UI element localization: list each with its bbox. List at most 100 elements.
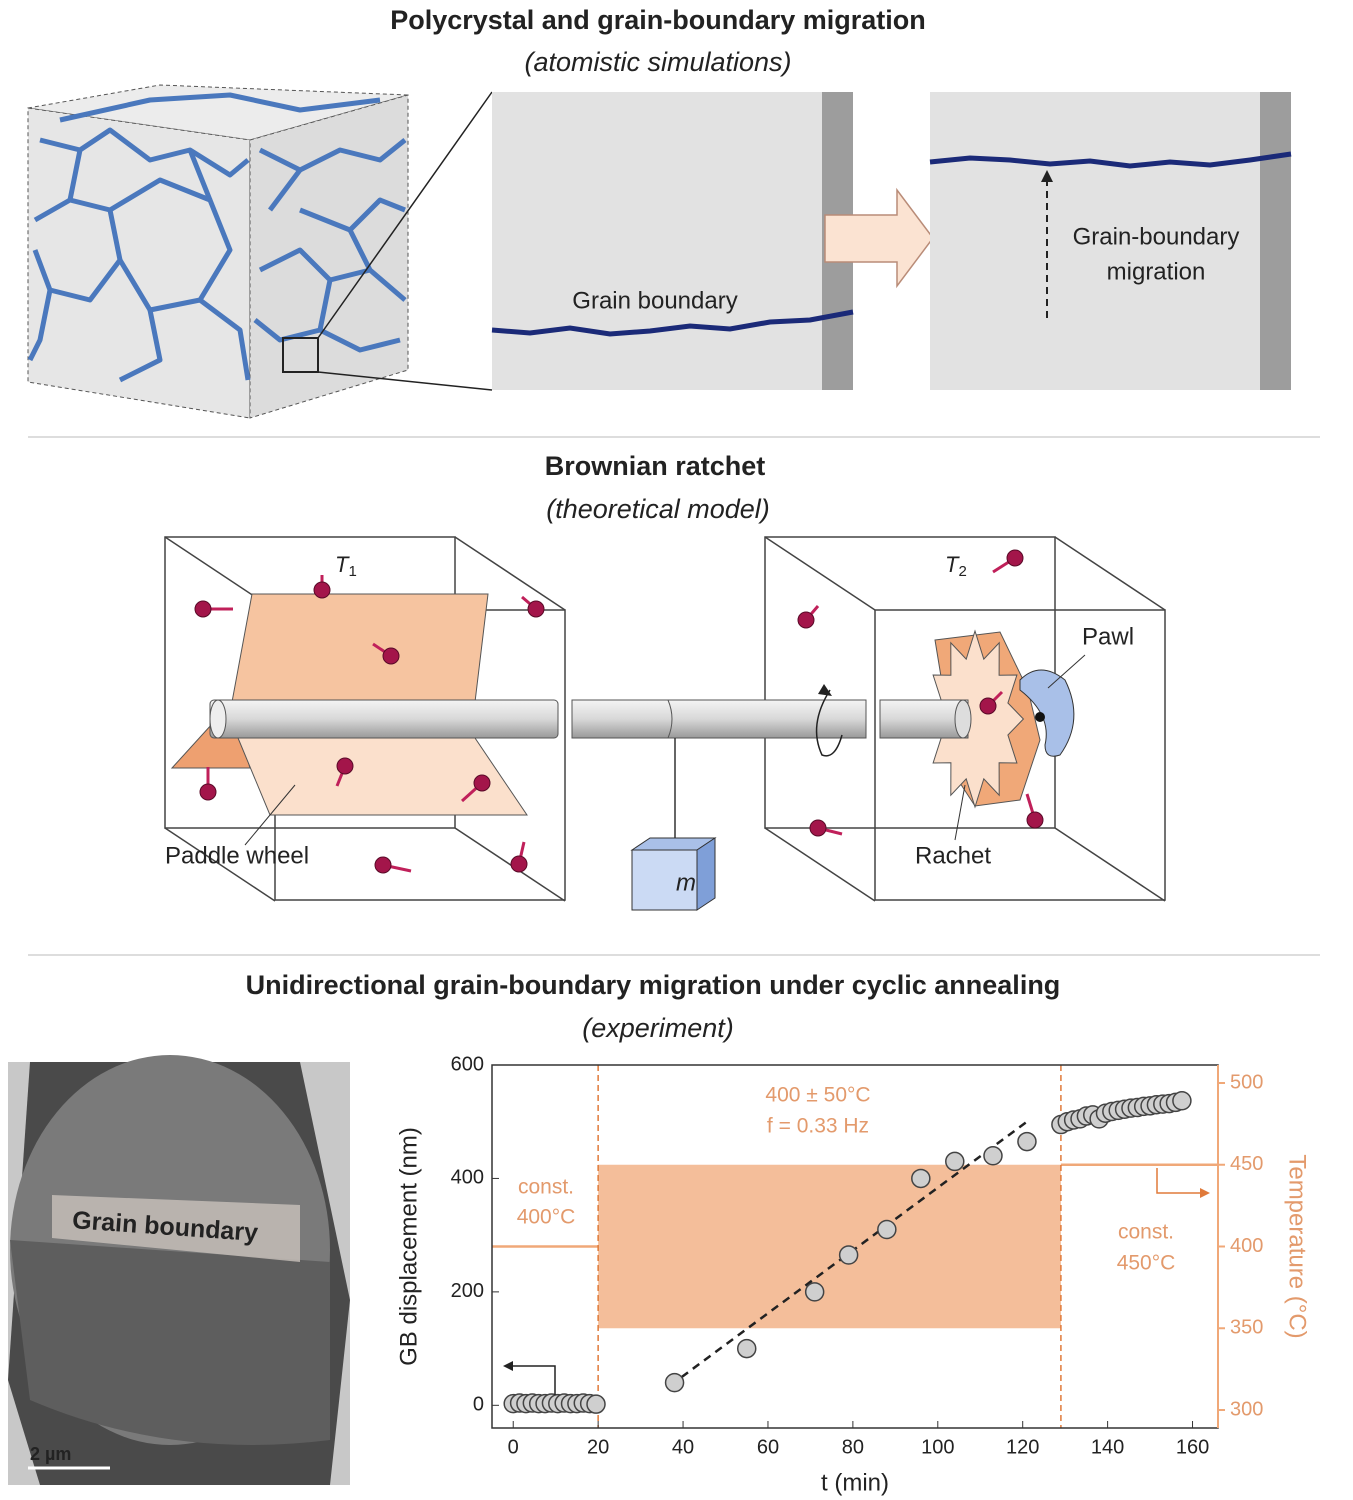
grain-boundary [27,149,213,362]
molecule [797,611,815,629]
label: T2 [945,552,967,580]
data-point [945,1151,965,1172]
leader [954,784,966,841]
data-point [911,1168,931,1189]
y2-tick-label: 400 [1230,1235,1263,1257]
paddle [231,593,489,703]
grain-boundary-line [491,309,854,337]
cube-top [27,84,409,141]
y2-tick-label: 500 [1230,1071,1263,1093]
annotation: 400 ± 50°C [765,1084,870,1107]
data-point [586,1394,606,1414]
y2-tick-label: 450 [1230,1153,1263,1175]
box-edge [1054,536,1166,611]
symbol: T [335,552,350,577]
temperature-band [598,1164,1061,1329]
arrow-head [1200,1188,1210,1198]
label: Pawl [1082,623,1134,650]
x-tick-label: 140 [1091,1436,1124,1458]
rod-end [954,699,972,739]
box-front [874,609,1166,901]
subscript: 2 [958,563,966,580]
zoom-line [317,371,493,391]
molecule [199,783,217,801]
symbol: T [945,552,960,577]
scale-bar-label: 2 µm [30,1444,71,1464]
annotation: f = 0.33 Hz [767,1115,869,1138]
label: m [676,869,696,896]
data-point [838,1245,859,1265]
molecule [374,856,392,874]
molecule [336,757,354,775]
sim-panel [930,92,1291,390]
arrow-head [503,1361,513,1371]
molecules [194,549,1044,874]
molecule [1006,549,1024,567]
leader [244,784,296,846]
panel-subtitle: (theoretical model) [546,494,770,524]
x-tick-label: 0 [508,1436,519,1458]
rotation-arrow [815,689,843,757]
grain-boundary [318,228,407,353]
rod [879,699,969,739]
data-point [804,1282,825,1302]
data-point [877,1219,897,1240]
data-point [736,1338,757,1359]
mass-side [696,837,716,911]
y2-tick-label: 350 [1230,1317,1263,1339]
rod [209,699,559,739]
label: Rachet [915,842,991,869]
panel-subtitle: (experiment) [582,1013,734,1043]
molecule [979,697,997,715]
arrow [824,187,934,289]
label: migration [1107,258,1206,285]
grain-boundary [258,138,407,173]
box-edge [1054,827,1166,902]
rod-joint [667,699,673,739]
molecule [194,600,212,618]
x-tick-label: 120 [1006,1436,1039,1458]
data-point [1172,1090,1192,1111]
boundary-band [52,1195,300,1262]
molecule [527,600,545,618]
label: Grain-boundary [1073,223,1240,250]
grain-boundary [268,168,406,233]
molecule [809,819,827,837]
y2-tick-label: 300 [1230,1398,1263,1420]
x-tick-label: 20 [587,1436,609,1458]
subscript: 1 [348,563,356,580]
annotation: 450°C [1117,1252,1176,1275]
rod-end [209,699,227,739]
data-point [664,1372,685,1393]
x-tick-label: 60 [757,1436,779,1458]
box-edge [764,536,876,611]
annotation: 400°C [517,1206,576,1229]
zoom-line [317,91,493,339]
micrograph-grain [10,1240,330,1445]
sim-panel [492,92,853,390]
grain-boundary [253,247,333,343]
arrow-head [1041,170,1053,182]
grain-boundary [118,298,251,383]
fit-line [669,1120,1028,1387]
axis-pointer [506,1365,556,1395]
arrow-head [818,684,832,696]
pawl [1019,669,1075,757]
box-edge [164,827,276,902]
molecule [473,774,491,792]
sim-edge [1260,92,1291,390]
data-point [983,1146,1003,1166]
molecule [1026,811,1044,829]
paddle [237,737,528,816]
y-tick-label: 400 [451,1167,484,1189]
leader [1047,654,1086,689]
y-axis-label: GB displacement (nm) [395,1127,422,1366]
pawl-pivot [1035,712,1045,722]
molecule [510,855,528,873]
y-tick-label: 0 [473,1394,484,1416]
molecule [313,581,331,599]
label: T1 [335,552,357,580]
